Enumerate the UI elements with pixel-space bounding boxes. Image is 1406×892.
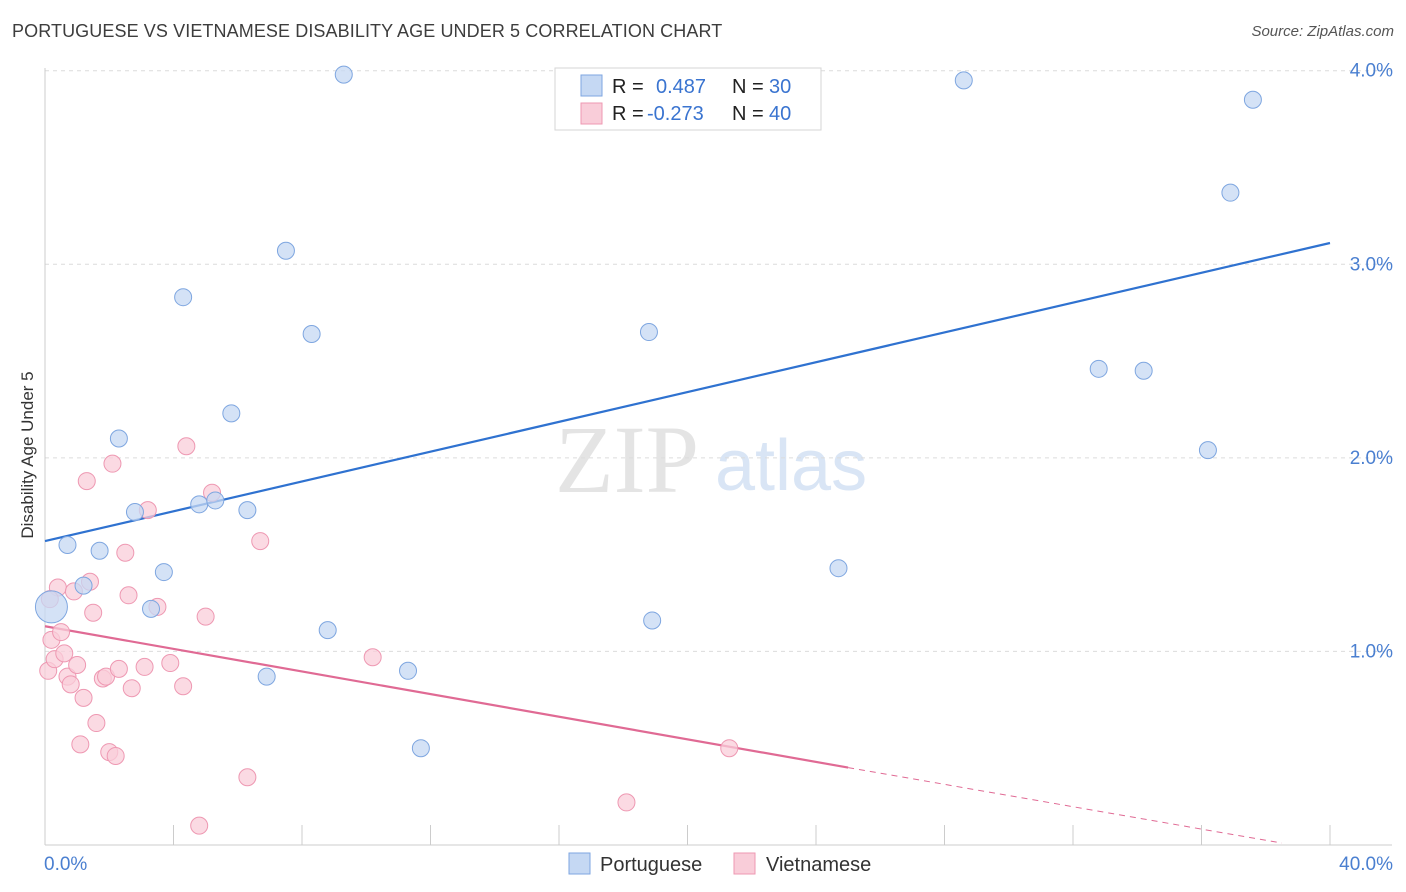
vietnamese-point [251, 532, 270, 551]
y-axis-label: Disability Age Under 5 [18, 371, 37, 538]
legend-swatch-vietnamese [580, 102, 603, 125]
trend-lines [44, 241, 1331, 844]
portuguese-point [829, 559, 848, 578]
portuguese-point [142, 599, 161, 618]
vietnamese-point [617, 793, 636, 812]
legend-n-value-portuguese: 30 [769, 76, 791, 98]
source-credit: Source: ZipAtlas.com [1251, 23, 1394, 40]
vietnamese-point [720, 739, 739, 758]
portuguese-point [1089, 359, 1108, 378]
portuguese-point [302, 324, 321, 343]
vietnamese-point [174, 677, 193, 696]
vietnamese-trend-line [44, 625, 849, 769]
legend-n-label-vietnamese: N = [732, 103, 764, 125]
vietnamese-point [161, 654, 180, 673]
portuguese-point [90, 541, 109, 560]
legend-n-value-vietnamese: 40 [769, 103, 791, 125]
vietnamese-point [68, 655, 87, 674]
vietnamese-point [177, 437, 196, 456]
portuguese-point [206, 491, 225, 510]
vietnamese-point [109, 659, 128, 678]
vietnamese-point [52, 623, 71, 642]
portuguese-point [643, 611, 662, 630]
vietnamese-point [74, 688, 93, 707]
watermark-atlas: atlas [715, 426, 867, 506]
vietnamese-point [119, 586, 138, 605]
portuguese-point [954, 71, 973, 90]
portuguese-point [174, 288, 193, 307]
x-ticks [173, 825, 1331, 845]
vietnamese-point [135, 657, 154, 676]
portuguese-point [276, 241, 295, 260]
vietnamese-point [116, 543, 135, 562]
portuguese-point [34, 590, 68, 624]
bottom-legend-label-portuguese: Portuguese [600, 854, 702, 876]
portuguese-point [1221, 183, 1240, 202]
y-tick-label: 1.0% [1350, 641, 1393, 662]
portuguese-point [1134, 361, 1153, 380]
legend-r-label-portuguese: R = [612, 76, 644, 98]
vietnamese-point [238, 768, 257, 787]
legend-n-label-portuguese: N = [732, 76, 764, 98]
bottom-legend: Portuguese Vietnamese [568, 852, 871, 876]
vietnamese-point [84, 603, 103, 622]
vietnamese-point [106, 746, 125, 765]
legend-swatch-portuguese [580, 74, 603, 97]
portuguese-point [318, 621, 337, 640]
portuguese-point [399, 661, 418, 680]
portuguese-point [411, 739, 430, 758]
vietnamese-point [103, 454, 122, 473]
portuguese-point [58, 535, 77, 554]
portuguese-point [222, 404, 241, 423]
legend-r-value-portuguese: 0.487 [656, 76, 706, 98]
portuguese-point [1243, 90, 1262, 109]
gridlines [45, 70, 1392, 652]
bottom-legend-label-vietnamese: Vietnamese [766, 854, 871, 876]
y-tick-labels: 1.0% 2.0% 3.0% 4.0% [1350, 61, 1393, 663]
vietnamese-point [87, 714, 106, 733]
portuguese-point [238, 501, 257, 520]
x-tick-label-max: 40.0% [1339, 854, 1393, 875]
vietnamese-point [71, 735, 90, 754]
vietnamese-point [363, 648, 382, 667]
y-tick-label: 2.0% [1350, 448, 1393, 469]
x-tick-label-min: 0.0% [44, 854, 87, 875]
portuguese-point [74, 576, 93, 595]
vietnamese-point [190, 816, 209, 835]
watermark: ZIP atlas [555, 406, 867, 513]
vietnamese-point [61, 675, 80, 694]
y-tick-label: 4.0% [1350, 61, 1393, 82]
y-tick-label: 3.0% [1350, 254, 1393, 275]
legend-r-label-vietnamese: R = [612, 103, 644, 125]
axes [44, 68, 1392, 846]
portuguese-point [257, 667, 276, 686]
stats-legend: R = 0.487 N = 30 R = -0.273 N = 40 [554, 67, 822, 131]
vietnamese-point [196, 607, 215, 626]
portuguese-point [1198, 441, 1217, 460]
portuguese-point [190, 495, 209, 514]
bottom-legend-swatch-vietnamese [733, 852, 756, 875]
watermark-zip: ZIP [555, 406, 699, 513]
vietnamese-point [77, 472, 96, 491]
portuguese-point [125, 503, 144, 522]
portuguese-point [639, 323, 658, 342]
legend-r-value-vietnamese: -0.273 [647, 103, 704, 125]
portuguese-point [154, 563, 173, 582]
portuguese-points [34, 65, 1262, 758]
vietnamese-trend-extension [848, 767, 1282, 844]
bottom-legend-swatch-portuguese [568, 852, 591, 875]
chart-title: PORTUGUESE VS VIETNAMESE DISABILITY AGE … [12, 21, 723, 41]
vietnamese-point [122, 679, 141, 698]
portuguese-point [334, 65, 353, 84]
portuguese-point [109, 429, 128, 448]
vietnamese-point [55, 644, 74, 663]
portuguese-trend-line [44, 241, 1331, 543]
